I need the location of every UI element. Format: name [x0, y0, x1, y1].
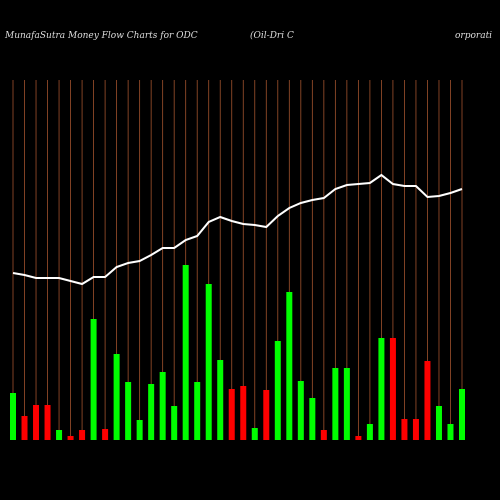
bar [79, 430, 86, 440]
bar [90, 319, 97, 440]
bar [171, 406, 178, 440]
bar [332, 368, 339, 440]
bar [113, 354, 120, 440]
bar [355, 436, 362, 440]
bar [205, 284, 212, 440]
bar [56, 430, 63, 440]
bar [435, 406, 442, 440]
bar [10, 393, 16, 440]
bar [194, 382, 201, 440]
bar [217, 360, 224, 440]
bar [240, 386, 247, 440]
bar [148, 384, 155, 440]
bar [228, 389, 235, 440]
bar [412, 419, 419, 440]
bar [320, 430, 327, 440]
bar [297, 381, 304, 440]
bar [274, 341, 281, 440]
bar [401, 419, 408, 440]
bar [389, 338, 396, 440]
bar [21, 416, 28, 440]
bar [67, 436, 74, 440]
bar [33, 405, 40, 440]
money-flow-line [12, 173, 463, 286]
bar [309, 398, 316, 440]
chart-subtitle-tail: orporati [455, 31, 492, 41]
bar [424, 361, 431, 440]
bar [263, 390, 270, 440]
bar [286, 292, 293, 440]
bar [343, 368, 350, 440]
bar [251, 428, 258, 440]
bar [182, 265, 189, 440]
bar [125, 382, 132, 440]
bar [447, 424, 454, 440]
chart-title: MunafaSutra Money Flow Charts for ODC [4, 31, 198, 41]
bar [136, 420, 143, 440]
bar [366, 424, 373, 440]
bar [159, 372, 166, 440]
bar [459, 389, 465, 440]
bar [102, 429, 109, 440]
bar [44, 405, 51, 440]
chart-subtitle: (Oil-Dri C [250, 30, 294, 41]
bar [378, 338, 385, 440]
